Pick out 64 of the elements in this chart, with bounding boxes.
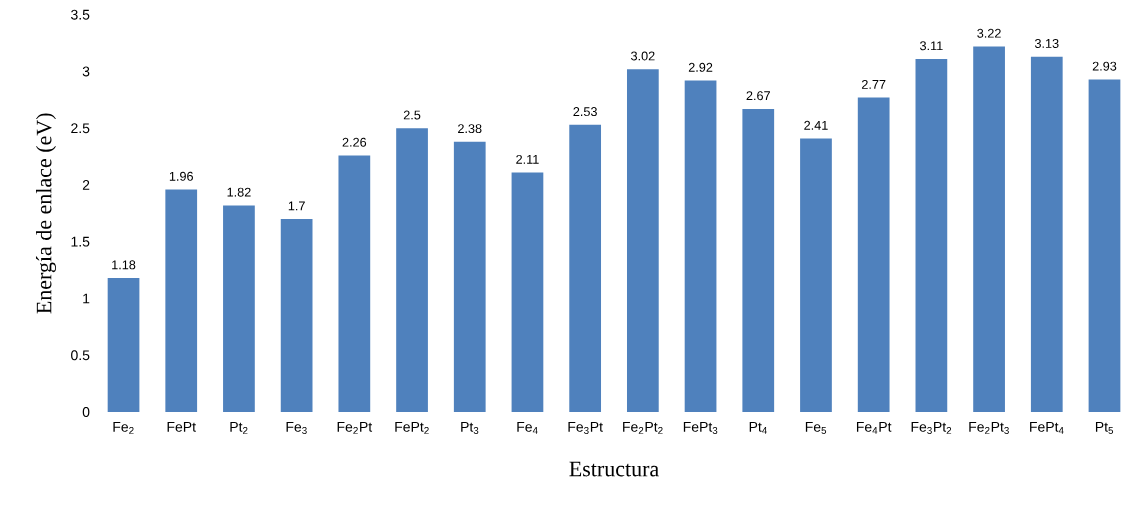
x-tick-label: Pt$_{5}$: [1095, 422, 1114, 434]
y-tick-label: 1.5: [71, 236, 90, 247]
x-tick-label: Fe$_{2}$Pt$_{2}$: [623, 422, 663, 434]
bar: [165, 189, 198, 412]
data-label: 3.11: [920, 41, 943, 51]
x-tick-label: FePt$_{2}$: [395, 422, 429, 434]
bar: [280, 219, 313, 412]
x-tick-label: Pt$_{3}$: [461, 422, 479, 434]
data-label: 1.7: [288, 201, 305, 211]
data-label: 3.13: [1034, 38, 1059, 48]
bar: [1088, 79, 1121, 412]
x-axis-title: Estructura: [569, 461, 659, 477]
data-label: 2.92: [688, 62, 713, 72]
bar: [742, 108, 775, 412]
y-tick-label: 2: [82, 180, 90, 190]
x-tick-label: Pt$_{2}$: [230, 422, 248, 434]
x-tick-label: Fe$_{2}$Pt: [337, 422, 373, 434]
y-tick-label: 0: [82, 407, 90, 417]
data-label: 2.26: [342, 137, 367, 147]
x-tick-label: Fe$_{5}$: [805, 422, 827, 434]
y-tick-label: 2.5: [71, 123, 90, 134]
x-tick-label: Fe$_{3}$: [286, 422, 307, 434]
data-label: 2.5: [403, 110, 421, 120]
data-label: 2.53: [573, 107, 597, 117]
x-tick-label: Fe$_{4}$: [517, 422, 538, 434]
x-tick-label: FePt$_{4}$: [1030, 422, 1064, 434]
data-label: 2.38: [458, 124, 482, 134]
bar: [915, 58, 948, 412]
data-label: 1.18: [112, 260, 136, 270]
bar: [107, 278, 140, 412]
x-tick-label: Fe$_{3}$Pt$_{2}$: [911, 422, 952, 434]
x-tick-label: Fe$_{4}$Pt: [856, 422, 892, 434]
y-tick-label: 0.5: [71, 350, 90, 361]
x-tick-label: FePt$_{3}$: [683, 422, 718, 434]
bar: [511, 172, 544, 412]
bar: [396, 128, 428, 412]
x-tick-label: FePt: [167, 422, 196, 432]
y-tick-label: 3.5: [71, 9, 90, 20]
data-label: 2.11: [516, 154, 539, 164]
x-tick-label: Fe$_{2}$Pt$_{3}$: [969, 422, 1009, 434]
bar: [626, 69, 659, 412]
data-label: 2.77: [861, 79, 886, 89]
y-axis-title: Energía de enlace (eV): [35, 113, 57, 314]
bar: [569, 124, 602, 412]
bar: [973, 46, 1005, 412]
bar: [453, 141, 486, 412]
bar: [223, 205, 255, 412]
x-tick-label: Fe$_{3}$Pt: [568, 422, 603, 434]
data-label: 3.22: [977, 28, 1001, 38]
data-label: 1.96: [169, 171, 193, 181]
bar: [338, 155, 371, 412]
y-tick-label: 3: [82, 66, 90, 77]
y-tick-label: 1: [83, 293, 90, 304]
data-label: 2.41: [804, 120, 828, 130]
data-label: 2.93: [1092, 61, 1117, 71]
x-tick-label: Fe$_{2}$: [113, 422, 134, 434]
bar: [1030, 56, 1063, 412]
data-label: 3.02: [631, 51, 655, 61]
x-tick-label: Pt$_{4}$: [749, 422, 767, 434]
bar: [800, 138, 832, 412]
data-label: 2.67: [746, 91, 770, 101]
data-label: 1.82: [227, 187, 251, 197]
bar: [684, 80, 717, 412]
bar: [857, 97, 890, 412]
